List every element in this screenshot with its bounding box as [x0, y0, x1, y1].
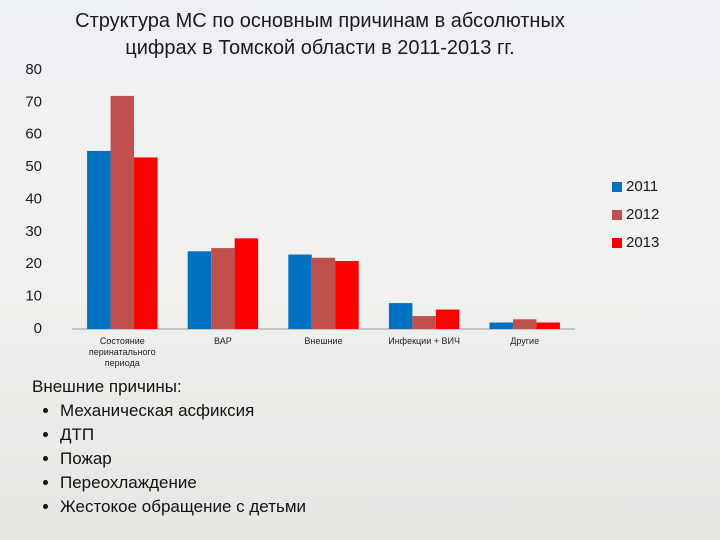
x-tick-label: ВАР	[214, 336, 232, 346]
y-tick-label: 30	[25, 223, 42, 240]
bar	[412, 316, 436, 329]
bar	[512, 319, 537, 329]
y-tick-label: 0	[34, 320, 42, 337]
chart-title: Структура МС по основным причинам в абсо…	[75, 10, 565, 59]
legend-swatch	[612, 182, 622, 192]
notes-item: Переохлаждение	[60, 471, 306, 495]
bar	[489, 322, 513, 329]
bar	[311, 257, 336, 329]
y-tick-label: 10	[25, 288, 42, 305]
bar	[87, 150, 111, 329]
notes-item: Механическая асфиксия	[60, 399, 306, 423]
notes-heading: Внешние причины:	[32, 377, 182, 396]
bar	[435, 309, 460, 329]
y-tick-label: 70	[25, 93, 42, 110]
legend-swatch	[612, 210, 622, 220]
notes-item: Жестокое обращение с детьми	[60, 495, 306, 519]
legend-label: 2011	[626, 178, 658, 195]
bar	[536, 322, 560, 329]
notes-item: Пожар	[60, 447, 306, 471]
text-block: Внешние причины: Механическая асфиксияДТ…	[32, 375, 306, 519]
legend-label: 2012	[626, 206, 659, 223]
y-tick-label: 60	[25, 126, 42, 143]
legend-swatch	[612, 238, 622, 248]
notes-list: Механическая асфиксияДТППожарПереохлажде…	[32, 399, 306, 519]
bar	[134, 157, 158, 329]
x-tick-label: Внешние	[304, 336, 343, 346]
bar	[288, 254, 312, 329]
y-tick-label: 80	[25, 61, 42, 78]
y-tick-label: 40	[25, 190, 42, 207]
x-tick-label: Инфекции + ВИЧ	[388, 336, 460, 346]
bar	[388, 303, 413, 329]
x-tick-label: Другие	[510, 336, 540, 346]
x-tick-label: Состояние перинатального периода	[88, 336, 156, 368]
y-tick-label: 20	[25, 255, 42, 272]
bar	[187, 251, 212, 329]
legend-label: 2013	[626, 234, 659, 251]
notes-item: ДТП	[60, 423, 306, 447]
y-tick-label: 50	[25, 158, 42, 175]
bar	[110, 95, 135, 330]
bar	[211, 248, 235, 329]
bar	[335, 261, 359, 329]
bar	[234, 238, 259, 329]
